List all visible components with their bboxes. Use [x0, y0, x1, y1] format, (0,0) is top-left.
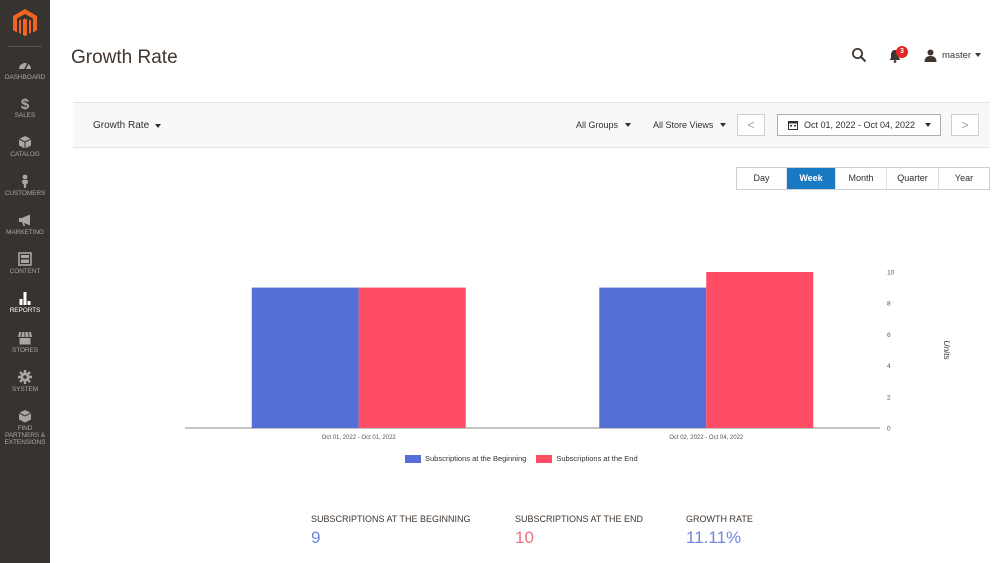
page-title: Growth Rate [71, 47, 178, 68]
sidebar-item-customers[interactable]: CUSTOMERS [0, 172, 50, 210]
bar-chart-icon [19, 292, 31, 305]
store-view-label: All Store Views [653, 120, 714, 130]
svg-text:$: $ [21, 96, 30, 110]
chevron-down-icon [625, 123, 632, 127]
sidebar-item-label: REPORTS [9, 307, 41, 314]
total-growth-rate: Growth Rate 11.11% [686, 514, 753, 548]
y-tick-label: 0 [887, 426, 891, 433]
sidebar-item-catalog[interactable]: CATALOG [0, 133, 50, 171]
legend-item-beginning[interactable]: Subscriptions at the Beginning [405, 454, 526, 463]
sidebar-item-label: CUSTOMERS [4, 190, 46, 197]
total-value: 10 [515, 528, 534, 547]
date-range-value: Oct 01, 2022 - Oct 04, 2022 [804, 120, 916, 130]
report-type-label: Growth Rate [93, 120, 150, 131]
store-icon [18, 331, 32, 345]
report-type-dropdown[interactable]: Growth Rate [93, 120, 162, 131]
dollar-icon: $ [21, 96, 30, 110]
y-tick-label: 2 [887, 394, 891, 401]
legend-item-end[interactable]: Subscriptions at the End [536, 454, 638, 463]
date-range-picker[interactable]: Oct 01, 2022 - Oct 04, 2022 [777, 114, 941, 136]
puzzle-icon [18, 410, 32, 423]
chevron-down-icon [720, 123, 727, 127]
sidebar-divider [8, 46, 42, 47]
sidebar-item-label: DASHBOARD [4, 74, 46, 81]
tab-month[interactable]: Month [836, 168, 887, 189]
total-value: 11.11% [686, 528, 742, 547]
chevron-right-icon: > [961, 118, 969, 132]
y-tick-label: 4 [887, 363, 891, 370]
sidebar-item-label: SALES [14, 112, 36, 119]
sidebar-item-label: CATALOG [10, 151, 40, 158]
y-tick-label: 6 [887, 332, 891, 339]
admin-sidebar: DASHBOARD $ SALES CATALOG CUSTOMERS MARK… [0, 0, 50, 563]
calendar-icon [788, 121, 798, 130]
chevron-down-icon [975, 53, 982, 57]
tab-week[interactable]: Week [787, 168, 836, 189]
sidebar-item-sales[interactable]: $ SALES [0, 94, 50, 132]
y-tick-label: 10 [887, 270, 895, 277]
sidebar-item-system[interactable]: SYSTEM [0, 368, 50, 406]
sidebar-item-marketing[interactable]: MARKETING [0, 211, 50, 249]
bar-end-1[interactable] [358, 287, 466, 428]
y-axis-label: Units [942, 340, 952, 360]
y-tick-label: 8 [887, 301, 891, 308]
gear-icon [18, 370, 32, 384]
chevron-down-icon [925, 123, 932, 127]
sidebar-item-find-partners[interactable]: FIND PARTNERS & EXTENSIONS [0, 407, 50, 457]
x-tick-label: Oct 02, 2022 - Oct 04, 2022 [669, 435, 744, 441]
total-label: Subscriptions at the End [515, 514, 644, 524]
user-name: master [942, 49, 972, 61]
legend-label-end: Subscriptions at the End [556, 454, 638, 463]
magento-logo-icon[interactable] [12, 8, 38, 38]
legend-swatch-beginning [405, 454, 421, 463]
speedometer-icon [19, 62, 31, 70]
search-icon[interactable] [851, 47, 867, 63]
total-value: 9 [311, 528, 321, 547]
bar-end-2[interactable] [706, 272, 814, 428]
layout-icon [18, 252, 32, 266]
chevron-down-icon [155, 123, 162, 128]
sidebar-item-label: CONTENT [9, 268, 41, 275]
user-menu[interactable]: master [924, 47, 982, 63]
sidebar-item-label: MARKETING [6, 229, 44, 236]
total-subscriptions-end: Subscriptions at the End 10 [515, 514, 643, 548]
chart-legend: Subscriptions at the Beginning Subscript… [405, 454, 648, 463]
x-tick-label: Oct 01, 2022 - Oct 01, 2022 [322, 435, 397, 441]
total-subscriptions-beginning: Subscriptions at the Beginning 9 [311, 514, 471, 548]
previous-period-button[interactable]: < [737, 114, 765, 136]
chevron-left-icon: < [747, 118, 755, 132]
user-icon [924, 49, 937, 62]
legend-label-beginning: Subscriptions at the Beginning [425, 454, 527, 463]
sidebar-item-dashboard[interactable]: DASHBOARD [0, 56, 50, 94]
tab-year[interactable]: Year [939, 168, 989, 189]
notifications-button[interactable]: 3 [888, 46, 910, 63]
report-filter-bar: Growth Rate All Groups All Store Views <… [73, 102, 990, 148]
sidebar-item-reports[interactable]: REPORTS [0, 289, 50, 327]
customer-group-dropdown[interactable]: All Groups [576, 120, 632, 130]
sidebar-item-content[interactable]: CONTENT [0, 250, 50, 288]
tab-day[interactable]: Day [737, 168, 787, 189]
sidebar-item-label: STORES [11, 347, 38, 354]
next-period-button[interactable]: > [951, 114, 979, 136]
tab-quarter[interactable]: Quarter [887, 168, 939, 189]
bar-beginning-2[interactable] [599, 287, 707, 428]
bar-beginning-1[interactable] [251, 287, 359, 428]
customer-group-label: All Groups [576, 120, 619, 130]
period-tabs: Day Week Month Quarter Year [736, 167, 990, 190]
legend-swatch-end [536, 454, 553, 463]
cube-icon [18, 136, 32, 149]
total-label: Growth Rate [686, 514, 753, 524]
sidebar-item-stores[interactable]: STORES [0, 329, 50, 367]
person-icon [22, 174, 28, 188]
sidebar-item-label: SYSTEM [11, 386, 39, 393]
megaphone-icon [19, 214, 30, 226]
total-label: Subscriptions at the Beginning [311, 514, 471, 524]
sidebar-item-label: FIND PARTNERS & EXTENSIONS [4, 425, 46, 446]
store-view-dropdown[interactable]: All Store Views [653, 120, 727, 130]
notification-count-badge: 3 [896, 46, 908, 58]
